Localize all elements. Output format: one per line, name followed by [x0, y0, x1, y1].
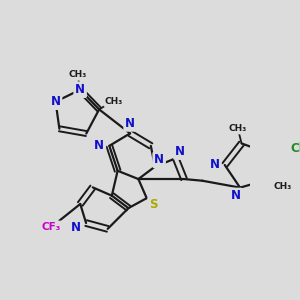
- Text: S: S: [149, 198, 158, 211]
- Text: N: N: [231, 189, 241, 203]
- Text: CH₃: CH₃: [274, 182, 292, 191]
- Text: N: N: [210, 158, 220, 172]
- Text: N: N: [175, 145, 185, 158]
- Text: N: N: [51, 95, 61, 108]
- Text: Cl: Cl: [290, 142, 300, 155]
- Text: CF₃: CF₃: [41, 222, 61, 232]
- Text: N: N: [125, 117, 135, 130]
- Text: CH₃: CH₃: [105, 97, 123, 106]
- Text: N: N: [75, 83, 85, 96]
- Text: N: N: [71, 221, 81, 234]
- Text: CH₃: CH₃: [228, 124, 247, 133]
- Text: N: N: [94, 139, 104, 152]
- Text: N: N: [154, 154, 164, 166]
- Text: CH₃: CH₃: [68, 70, 87, 79]
